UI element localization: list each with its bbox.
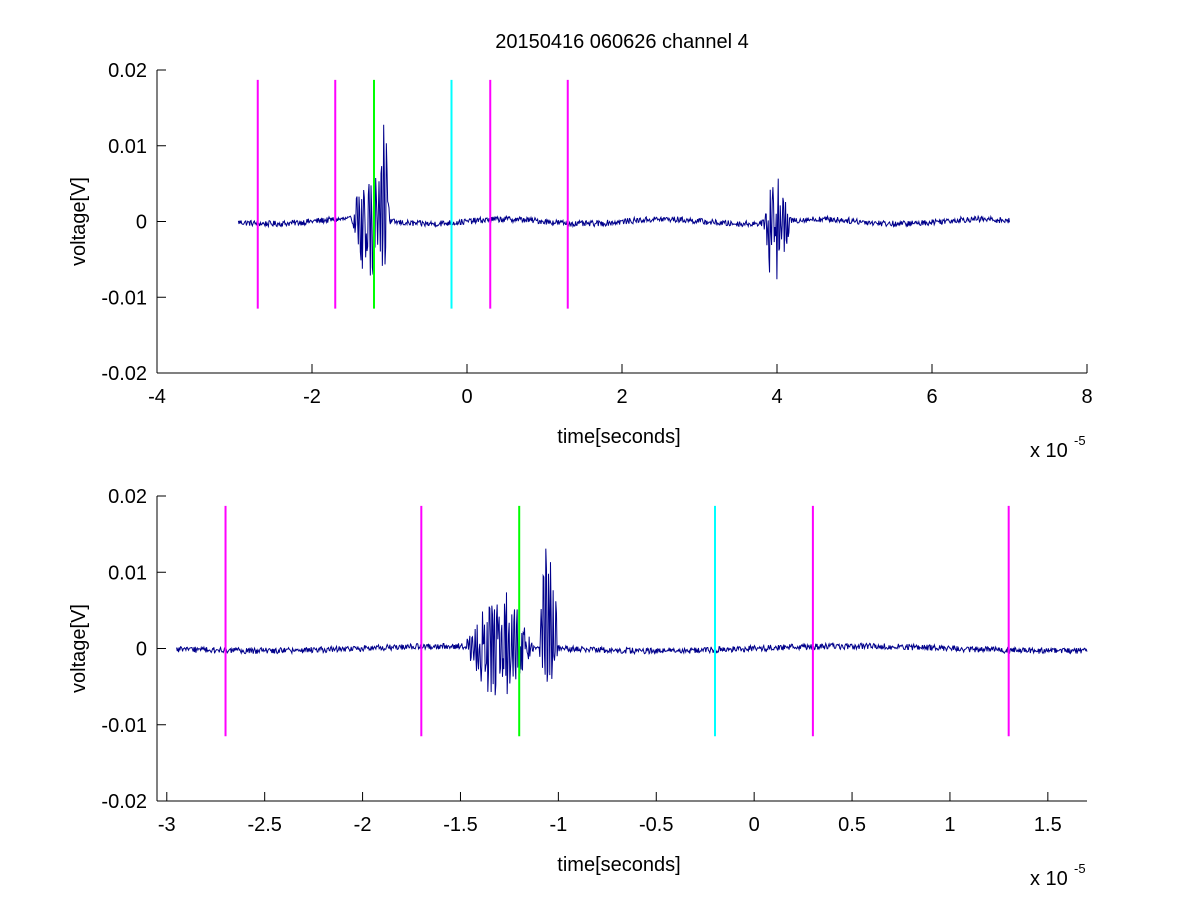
y-tick-label: -0.01 [101,715,147,737]
x-exponent-power: -5 [1074,433,1086,448]
x-tick-label: 0.5 [838,814,866,836]
x-axis-label: time[seconds] [557,854,680,876]
x-tick-label: 1 [944,814,955,836]
y-tick-label: 0.02 [108,486,147,508]
top-plot: 0.02 0.01 0 -0.01 -0.02-4 -2 0 2 4 6 8 time[seconds… [68,60,1093,462]
y-tick-label: 0 [136,212,147,234]
x-tick-label: -1 [549,814,567,836]
x-tick-label: 0 [749,814,760,836]
y-tick-label: -0.01 [101,287,147,309]
y-axis-label: voltage[V] [68,604,90,693]
x-tick-label: -3 [158,814,176,836]
signal-trace [237,124,1010,280]
x-axis-label: time[seconds] [557,426,680,448]
x-exponent-label: x 10 [1030,868,1068,890]
x-tick-label: -0.5 [639,814,673,836]
x-tick-label: 2 [616,386,627,408]
x-tick-label: -2.5 [247,814,281,836]
x-tick-label: -1.5 [443,814,477,836]
x-tick-label: 1.5 [1034,814,1062,836]
signal-trace [176,548,1088,696]
x-tick-label: -2 [303,386,321,408]
x-exponent-label: x 10 [1030,440,1068,462]
bottom-plot: 0.02 0.01 0 -0.01 -0.02 -3 -2.5 -2 -1.5 -1 -0.5 0 0.… [68,486,1088,890]
y-axis-label: voltage[V] [68,177,90,266]
x-tick-label: 0 [461,386,472,408]
x-tick-label: 8 [1081,386,1092,408]
figure-title: 20150416 060626 channel 4 [495,31,749,53]
y-tick-label: 0 [136,639,147,661]
y-tick-label: -0.02 [101,363,147,385]
x-tick-label: -2 [354,814,372,836]
x-tick-label: 6 [926,386,937,408]
y-tick-label: 0.02 [108,60,147,82]
x-exponent-power: -5 [1074,861,1086,876]
x-tick-label: 4 [771,386,782,408]
y-tick-label: 0.01 [108,562,147,584]
x-tick-label: -4 [148,386,166,408]
y-tick-label: 0.01 [108,136,147,158]
y-tick-label: -0.02 [101,791,147,813]
